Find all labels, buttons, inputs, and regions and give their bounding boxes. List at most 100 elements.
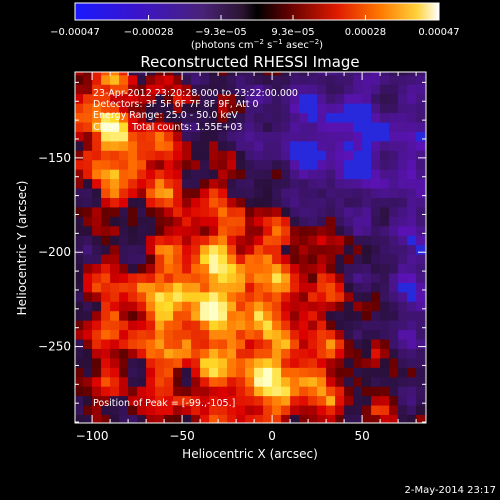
heatmap-cell [416,206,426,217]
heatmap-cell [227,197,237,208]
heatmap-cell [308,103,318,114]
heatmap-cell [290,310,300,321]
heatmap-cell [299,206,309,217]
heatmap-cell [83,178,93,189]
heatmap-cell [92,122,102,132]
heatmap-cell [245,386,255,397]
heatmap-cell [227,72,237,76]
heatmap-cell [362,263,372,274]
heatmap-cell [308,357,318,368]
heatmap-cell [146,263,156,274]
heatmap-cell [236,140,246,151]
heatmap-cell [209,282,219,293]
heatmap-cell [263,206,273,217]
heatmap-cell [200,131,210,142]
heatmap-cell [263,72,273,76]
heatmap-cell [407,188,417,198]
heatmap-cell [101,74,111,85]
heatmap-cell [191,216,201,227]
heatmap-cell [353,386,363,397]
heatmap-cell [380,188,390,198]
heatmap-cell [155,197,165,208]
heatmap-cell [110,150,120,161]
heatmap-cell [218,405,228,416]
heatmap-cell [308,348,318,359]
heatmap-cell [326,272,336,283]
heatmap-cell [137,244,147,255]
heatmap-cell [146,282,156,293]
heatmap-cell [209,244,219,255]
heatmap-cell [146,272,156,283]
heatmap-cell [137,225,147,236]
heatmap-cell [146,357,156,368]
heatmap-cell [236,272,246,283]
heatmap-cell [191,225,201,236]
heatmap-cell [371,74,381,85]
heatmap-cell [236,93,246,104]
heatmap-cell [326,235,336,246]
heatmap-cell [317,84,327,95]
heatmap-cell [380,159,390,170]
heatmap-cell [317,310,327,321]
heatmap-cell [137,291,147,302]
heatmap-cell [236,414,246,423]
heatmap-cell [245,320,255,331]
heatmap-cell [416,357,426,368]
heatmap-cell [299,244,309,255]
heatmap-cell [308,74,318,85]
heatmap-cell [398,386,408,397]
heatmap-cell [290,159,300,170]
heatmap-cell [128,320,138,331]
y-axis-tick-labels: −150−200−250 [38,151,71,354]
heatmap-cell [362,206,372,217]
heatmap-cell [191,206,201,217]
heatmap-cell [75,131,84,142]
heatmap-cell [299,140,309,151]
heatmap-cell [200,282,210,293]
heatmap-cell [425,310,426,321]
heatmap-cell [101,272,111,283]
heatmap-cell [191,414,201,423]
heatmap-cell [75,357,84,368]
heatmap-cell [299,272,309,283]
heatmap-cell [317,159,327,170]
heatmap-cell [110,72,120,76]
heatmap-cell [119,310,129,321]
heatmap-cell [362,112,372,123]
heatmap-cell [362,357,372,368]
heatmap-cell [92,235,102,246]
heatmap-cell [299,301,309,312]
heatmap-cell [389,263,399,274]
heatmap-cell [398,320,408,331]
heatmap-cell [398,140,408,151]
heatmap-cell [146,386,156,397]
heatmap-cell [75,329,84,340]
heatmap-cell [290,282,300,293]
heatmap-cell [128,122,138,132]
heatmap-cell [362,367,372,378]
heatmap-cell [380,405,390,416]
heatmap-cell [407,244,417,255]
heatmap-cell [281,254,291,265]
heatmap-cell [389,367,399,378]
heatmap-cell [173,93,183,104]
heatmap-cell [209,112,219,123]
heatmap-cell [254,310,264,321]
heatmap-cell [92,244,102,255]
heatmap-cell [227,235,237,246]
heatmap-cell [308,93,318,104]
heatmap-cell [290,376,300,387]
x-axis-label: Heliocentric X (arcsec) [182,447,318,461]
heatmap-cell [245,263,255,274]
heatmap-cell [164,357,174,368]
heatmap-cell [83,386,93,397]
heatmap-cell [416,263,426,274]
heatmap-cell [119,244,129,255]
heatmap-cell [371,310,381,321]
heatmap-cell [101,216,111,227]
heatmap-cell [75,188,84,198]
heatmap-cell [155,339,165,349]
unit-part-7: ) [319,40,323,51]
heatmap-cell [398,235,408,246]
heatmap-cell [155,74,165,85]
